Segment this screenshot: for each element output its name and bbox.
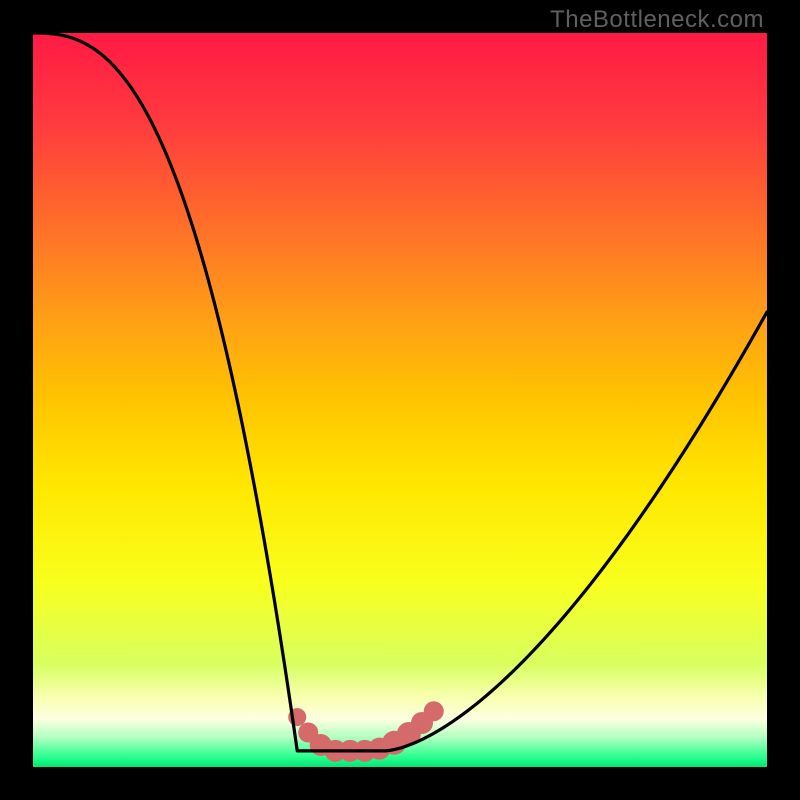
watermark-text: TheBottleneck.com xyxy=(550,6,764,34)
bottleneck-chart xyxy=(0,0,800,800)
trough-marker xyxy=(424,701,444,721)
chart-background xyxy=(33,33,767,767)
